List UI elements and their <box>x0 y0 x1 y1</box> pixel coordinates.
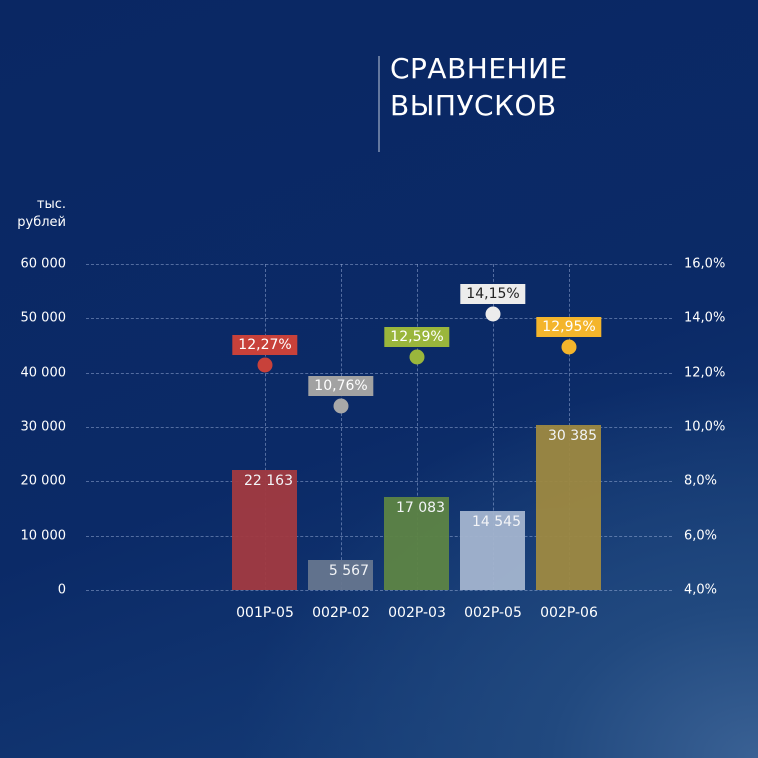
gridline-horizontal <box>86 427 672 428</box>
volume-bar: 5 567 <box>308 559 373 590</box>
rate-label: 12,27% <box>232 335 298 356</box>
y-axis-left-tick: 10 000 <box>20 528 67 544</box>
y-axis-right-tick: 16,0% <box>684 256 726 272</box>
bar-value-label: 17 083 <box>396 500 445 517</box>
bar-value-label: 30 385 <box>548 427 597 444</box>
rate-label: 14,15% <box>460 284 526 305</box>
y-axis-unit: тыс. рублей <box>17 196 66 232</box>
volume-bar: 14 545 <box>460 510 525 590</box>
gridline-horizontal <box>86 372 672 374</box>
chart-title: СРАВНЕНИЕ ВЫПУСКОВ <box>390 50 568 124</box>
rate-label: 12,95% <box>536 316 602 337</box>
bar-value-label: 14 545 <box>472 513 521 530</box>
rate-label: 12,59% <box>384 326 450 347</box>
unit-line-2: рублей <box>17 215 66 230</box>
y-axis-left-tick: 30 000 <box>20 419 67 435</box>
gridline-vertical <box>341 264 342 590</box>
rate-marker <box>333 398 349 414</box>
y-axis-right-tick: 4,0% <box>684 582 718 598</box>
title-line-2: ВЫПУСКОВ <box>390 89 557 122</box>
y-axis-right-tick: 12,0% <box>684 365 726 381</box>
y-axis-left-tick: 40 000 <box>20 365 67 381</box>
y-axis-left-tick: 0 <box>57 582 66 598</box>
gridline-horizontal <box>86 535 672 537</box>
rate-label: 10,76% <box>308 376 374 397</box>
gridline-vertical <box>417 264 418 590</box>
bar-value-label: 5 567 <box>328 562 369 579</box>
gridline-horizontal <box>86 318 672 320</box>
gridline-horizontal <box>86 264 672 265</box>
y-axis-left-tick: 20 000 <box>20 473 67 489</box>
gridline-horizontal <box>86 481 672 483</box>
y-axis-right-tick: 6,0% <box>684 528 718 544</box>
rate-marker <box>409 349 425 365</box>
y-axis-left-tick: 50 000 <box>20 310 67 326</box>
bar-value-label: 22 163 <box>244 472 293 489</box>
volume-bar: 30 385 <box>536 424 601 590</box>
volume-bar: 17 083 <box>384 497 449 590</box>
gridline-vertical <box>265 264 266 590</box>
gridline-horizontal <box>86 590 672 591</box>
title-line-1: СРАВНЕНИЕ <box>390 52 568 85</box>
x-axis-category-label: 002P-05 <box>464 605 522 621</box>
volume-bar: 22 163 <box>232 469 297 590</box>
unit-line-1: тыс. <box>36 197 66 212</box>
y-axis-right-tick: 8,0% <box>684 473 718 489</box>
gridline-vertical <box>493 264 494 590</box>
rate-marker <box>257 357 273 373</box>
rate-marker <box>561 339 577 355</box>
rate-marker <box>485 306 501 322</box>
x-axis-category-label: 002P-02 <box>312 605 370 621</box>
y-axis-left-tick: 60 000 <box>20 256 67 272</box>
title-divider <box>378 56 380 152</box>
x-axis-category-label: 002P-06 <box>540 605 598 621</box>
y-axis-right-tick: 14,0% <box>684 310 726 326</box>
y-axis-right-tick: 10,0% <box>684 419 726 435</box>
x-axis-category-label: 001P-05 <box>236 605 294 621</box>
x-axis-category-label: 002P-03 <box>388 605 446 621</box>
